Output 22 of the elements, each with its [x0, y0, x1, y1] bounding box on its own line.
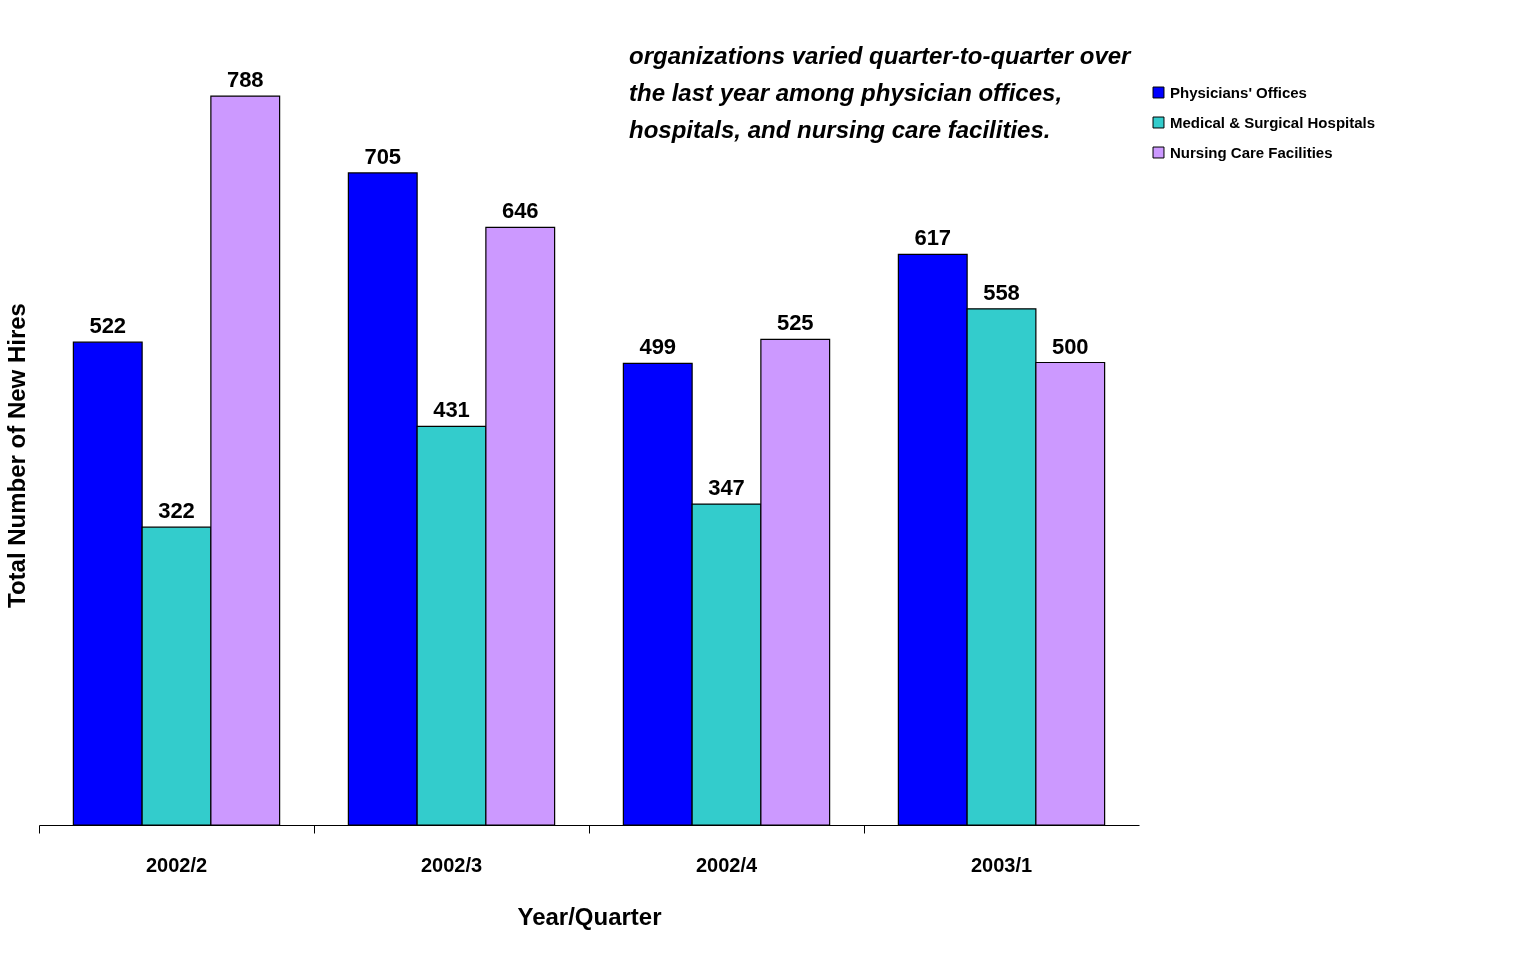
- data-label: 499: [639, 334, 677, 360]
- y-axis-title: Total Number of New Hires: [2, 303, 30, 608]
- x-tick-label: 2002/4: [695, 853, 758, 876]
- data-label: 522: [89, 313, 127, 339]
- data-label: 558: [983, 279, 1020, 305]
- data-label: 322: [158, 498, 195, 524]
- annotation: organizations varied quarter-to-quarter over the last year among physician offices, hospitals, and nursing care facilities.: [629, 42, 1133, 143]
- legend-label: Physicians' Offices: [1170, 83, 1307, 101]
- data-label: 646: [501, 198, 539, 224]
- data-label: 617: [914, 225, 952, 251]
- data-label: 347: [708, 475, 745, 501]
- data-label: 431: [433, 397, 470, 423]
- x-tick-label: 2003/1: [970, 853, 1033, 876]
- data-label: 525: [776, 310, 814, 336]
- legend-label: Medical & Surgical Hospitals: [1170, 113, 1376, 131]
- x-axis-title: Year/Quarter: [517, 902, 662, 930]
- data-label: 705: [364, 143, 402, 169]
- x-tick-label: 2002/2: [145, 853, 208, 876]
- legend-label: Nursing Care Facilities: [1170, 143, 1333, 161]
- data-label: 500: [1051, 333, 1089, 359]
- data-label: 788: [226, 67, 264, 93]
- x-tick-label: 2002/3: [420, 853, 483, 876]
